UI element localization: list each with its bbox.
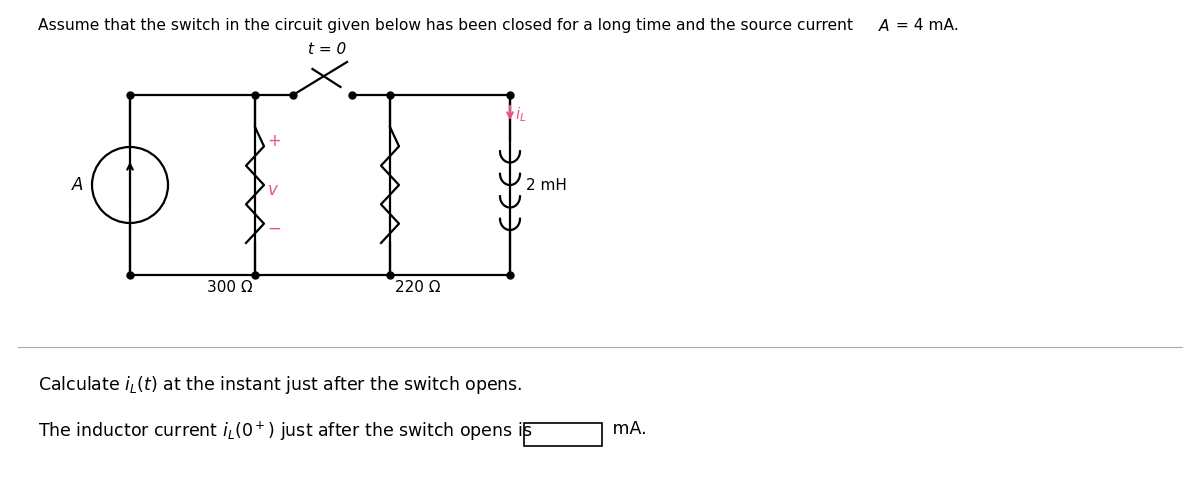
Text: −: − (266, 220, 281, 238)
Text: Assume that the switch in the circuit given below has been closed for a long tim: Assume that the switch in the circuit gi… (38, 18, 858, 33)
Text: mA.: mA. (607, 420, 647, 438)
Text: 2 mH: 2 mH (526, 178, 566, 193)
Text: = 4 mA.: = 4 mA. (890, 18, 959, 33)
Text: +: + (266, 132, 281, 150)
Text: t = 0: t = 0 (307, 42, 346, 57)
FancyBboxPatch shape (524, 423, 602, 446)
Text: Calculate $i_L(t)$ at the instant just after the switch opens.: Calculate $i_L(t)$ at the instant just a… (38, 374, 523, 396)
Text: $A$: $A$ (878, 18, 890, 34)
Text: $v$: $v$ (266, 181, 280, 199)
Text: 220 Ω: 220 Ω (395, 280, 440, 295)
Text: 300 Ω: 300 Ω (208, 280, 253, 295)
Text: $A$: $A$ (71, 176, 84, 194)
Text: $i_L$: $i_L$ (515, 105, 527, 124)
Text: The inductor current $i_L(0^+)$ just after the switch opens is: The inductor current $i_L(0^+)$ just aft… (38, 420, 533, 443)
